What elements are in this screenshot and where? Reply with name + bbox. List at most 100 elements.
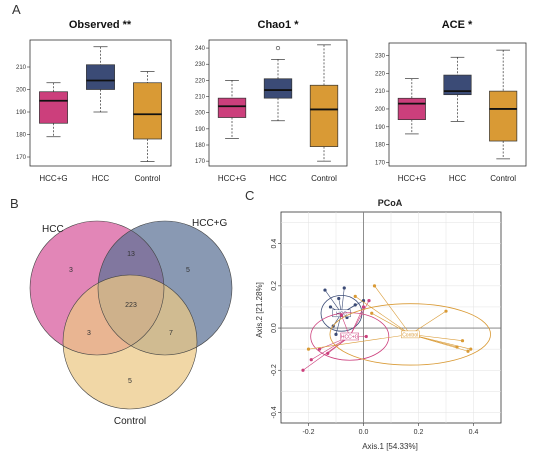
venn-outline-hcc: [29, 220, 165, 356]
x-tick-label: 0.4: [469, 429, 479, 436]
plot-frame: [29, 39, 172, 167]
sample-point: [301, 368, 305, 372]
y-tick-label: -0.2: [271, 364, 278, 376]
box-plot-title: ACE *: [442, 19, 473, 31]
category-label: Control: [490, 174, 516, 183]
box-hcc: [263, 78, 293, 99]
y-tick-label: 210: [375, 89, 386, 95]
box-hcc-g: [397, 97, 426, 121]
category-label: Control: [311, 174, 337, 183]
venn-count-control-only: 5: [128, 378, 132, 385]
spider-line: [341, 287, 345, 314]
venn-diagram: HCC HCC+G Control 3 5 5 13 3 7 223: [29, 218, 233, 427]
venn-circle-control: [63, 275, 197, 409]
box-hcc: [86, 64, 115, 90]
venn-outline-hcc-g: [97, 220, 233, 356]
sample-point: [342, 286, 346, 290]
y-tick-label: 190: [16, 110, 27, 116]
sample-point: [466, 349, 470, 353]
group-label-box: [401, 330, 420, 339]
box-hcc: [443, 74, 472, 96]
spider-line: [311, 336, 350, 360]
x-tick-label: -0.2: [302, 429, 314, 436]
plot-frame: [388, 42, 527, 167]
venn-count-hcc-only: 3: [69, 267, 73, 274]
category-label: HCC+G: [398, 174, 426, 183]
box-control: [309, 84, 339, 147]
venn-outline-control: [62, 274, 198, 410]
y-tick-label: 230: [195, 62, 206, 68]
pcoa-x-axis-label: Axis.1 [54.33%]: [362, 442, 418, 451]
venn-count-all-three: 223: [125, 302, 137, 309]
sample-point: [364, 334, 368, 339]
category-label: HCC: [449, 174, 467, 183]
y-tick-label: 220: [195, 78, 206, 84]
y-tick-label: 200: [375, 107, 386, 113]
box-control: [489, 90, 518, 142]
box-plot-chao1: Chao1 * 170 180 190 200 210 220 230 240 HCC+G HCC…: [195, 19, 348, 183]
pcoa-plot: PCoA Axis.1 [54.33%] Axis.2 [21.28%] -0.…: [255, 198, 502, 451]
pcoa-y-axis-label: Axis.2 [21.28%]: [255, 282, 264, 338]
sample-point: [339, 313, 344, 317]
outlier-point: [275, 45, 281, 51]
box-plot-ace: ACE * 170 180 190 200 210 220 230 HCC+G HCC Contr…: [375, 19, 527, 183]
spider-line: [374, 285, 411, 335]
y-tick-label: 190: [195, 127, 206, 133]
x-tick-label: 0.2: [414, 429, 424, 436]
y-tick-label: 220: [375, 71, 386, 77]
sample-point: [323, 288, 327, 292]
box-control: [133, 82, 162, 140]
box-plot-title: Chao1 *: [258, 19, 300, 31]
sample-point: [370, 311, 374, 315]
spider-line: [355, 296, 411, 335]
y-tick-label: 230: [375, 53, 386, 59]
venn-count-hcc-g-only: 5: [186, 267, 190, 274]
category-label: Control: [135, 174, 161, 183]
panel-letter-c: C: [245, 188, 254, 203]
sample-point: [372, 284, 377, 288]
sample-point: [444, 309, 448, 313]
sample-point: [326, 351, 330, 355]
category-label: HCC: [269, 174, 287, 183]
spider-line: [349, 306, 364, 337]
group-label: HCC+G: [341, 334, 359, 340]
y-tick-label: 0.0: [271, 323, 278, 333]
spider-line: [308, 334, 411, 350]
ellipse-control: [329, 303, 491, 366]
spider-line: [324, 289, 342, 314]
spider-line: [349, 300, 370, 337]
y-tick-label: 180: [16, 133, 27, 139]
venn-label-control: Control: [114, 416, 146, 427]
spider-line: [410, 310, 447, 335]
box-hcc-g: [39, 91, 68, 124]
spider-line: [410, 334, 469, 352]
sample-point: [367, 299, 371, 303]
group-label: Control: [402, 332, 418, 338]
y-tick-label: 210: [195, 95, 206, 101]
sample-point: [306, 347, 311, 351]
sample-point: [469, 347, 473, 351]
venn-label-hcc: HCC: [42, 224, 64, 235]
box-hcc-g: [217, 97, 247, 118]
y-tick-label: 180: [195, 143, 206, 149]
x-tick-label: 0.0: [359, 429, 369, 436]
y-tick-label: 190: [375, 125, 386, 131]
pcoa-title: PCoA: [378, 198, 403, 208]
y-tick-label: 170: [195, 159, 206, 165]
y-tick-label: -0.4: [271, 406, 278, 418]
sample-point: [361, 305, 366, 309]
sample-point: [334, 332, 338, 336]
y-tick-label: 170: [375, 160, 386, 166]
y-tick-label: 200: [195, 111, 206, 117]
spider-line: [410, 334, 471, 350]
venn-count-hcc-g-control: 7: [169, 330, 173, 337]
box-plot-observed: Observed ** 170 180 190 200 210 HCC+G HCC Contr…: [16, 19, 172, 183]
category-label: HCC+G: [218, 174, 246, 183]
sample-point: [353, 294, 357, 298]
y-tick-label: 240: [195, 46, 206, 52]
panel-letter-a: A: [12, 2, 21, 17]
y-tick-label: 180: [375, 143, 386, 149]
venn-count-hcc-control: 3: [87, 330, 91, 337]
y-tick-label: 0.2: [271, 281, 278, 291]
sample-point: [317, 347, 322, 351]
